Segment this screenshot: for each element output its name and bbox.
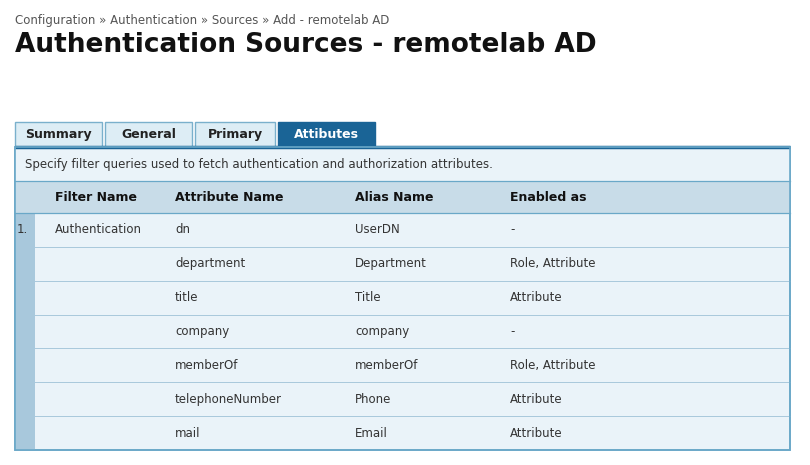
Text: -: - <box>510 223 514 236</box>
Text: Configuration » Authentication » Sources » Add - remotelab AD: Configuration » Authentication » Sources… <box>15 14 390 27</box>
Bar <box>15 181 790 213</box>
Text: Attibutes: Attibutes <box>294 128 359 141</box>
Text: Title: Title <box>355 291 381 304</box>
Text: Primary: Primary <box>207 128 262 141</box>
Bar <box>15 147 790 181</box>
Text: title: title <box>175 291 198 304</box>
Text: Authentication Sources - remotelab AD: Authentication Sources - remotelab AD <box>15 32 597 58</box>
Text: mail: mail <box>175 426 201 439</box>
Text: Specify filter queries used to fetch authentication and authorization attributes: Specify filter queries used to fetch aut… <box>25 158 492 171</box>
Text: Enabled as: Enabled as <box>510 191 586 204</box>
Text: UserDN: UserDN <box>355 223 400 236</box>
Bar <box>15 122 102 147</box>
Text: Attribute: Attribute <box>510 426 563 439</box>
Text: Role, Attribute: Role, Attribute <box>510 257 595 270</box>
Bar <box>15 147 790 450</box>
Text: Attribute: Attribute <box>510 393 563 406</box>
Text: -: - <box>510 325 514 338</box>
Text: dn: dn <box>175 223 190 236</box>
Text: Authentication: Authentication <box>55 223 142 236</box>
Text: Attribute: Attribute <box>510 291 563 304</box>
Text: memberOf: memberOf <box>175 359 238 372</box>
Text: Phone: Phone <box>355 393 391 406</box>
Text: Role, Attribute: Role, Attribute <box>510 359 595 372</box>
Text: Email: Email <box>355 426 388 439</box>
Text: Department: Department <box>355 257 427 270</box>
Bar <box>195 122 275 147</box>
Text: Filter Name: Filter Name <box>55 191 137 204</box>
Text: Attribute Name: Attribute Name <box>175 191 284 204</box>
Text: telephoneNumber: telephoneNumber <box>175 393 282 406</box>
Bar <box>278 122 375 147</box>
Text: department: department <box>175 257 245 270</box>
Text: company: company <box>175 325 229 338</box>
Text: Alias Name: Alias Name <box>355 191 433 204</box>
Bar <box>15 147 790 450</box>
Text: company: company <box>355 325 409 338</box>
Text: memberOf: memberOf <box>355 359 419 372</box>
Bar <box>15 213 35 450</box>
Text: 1.: 1. <box>17 223 28 236</box>
Text: Summary: Summary <box>25 128 92 141</box>
Bar <box>105 122 192 147</box>
Text: General: General <box>121 128 176 141</box>
